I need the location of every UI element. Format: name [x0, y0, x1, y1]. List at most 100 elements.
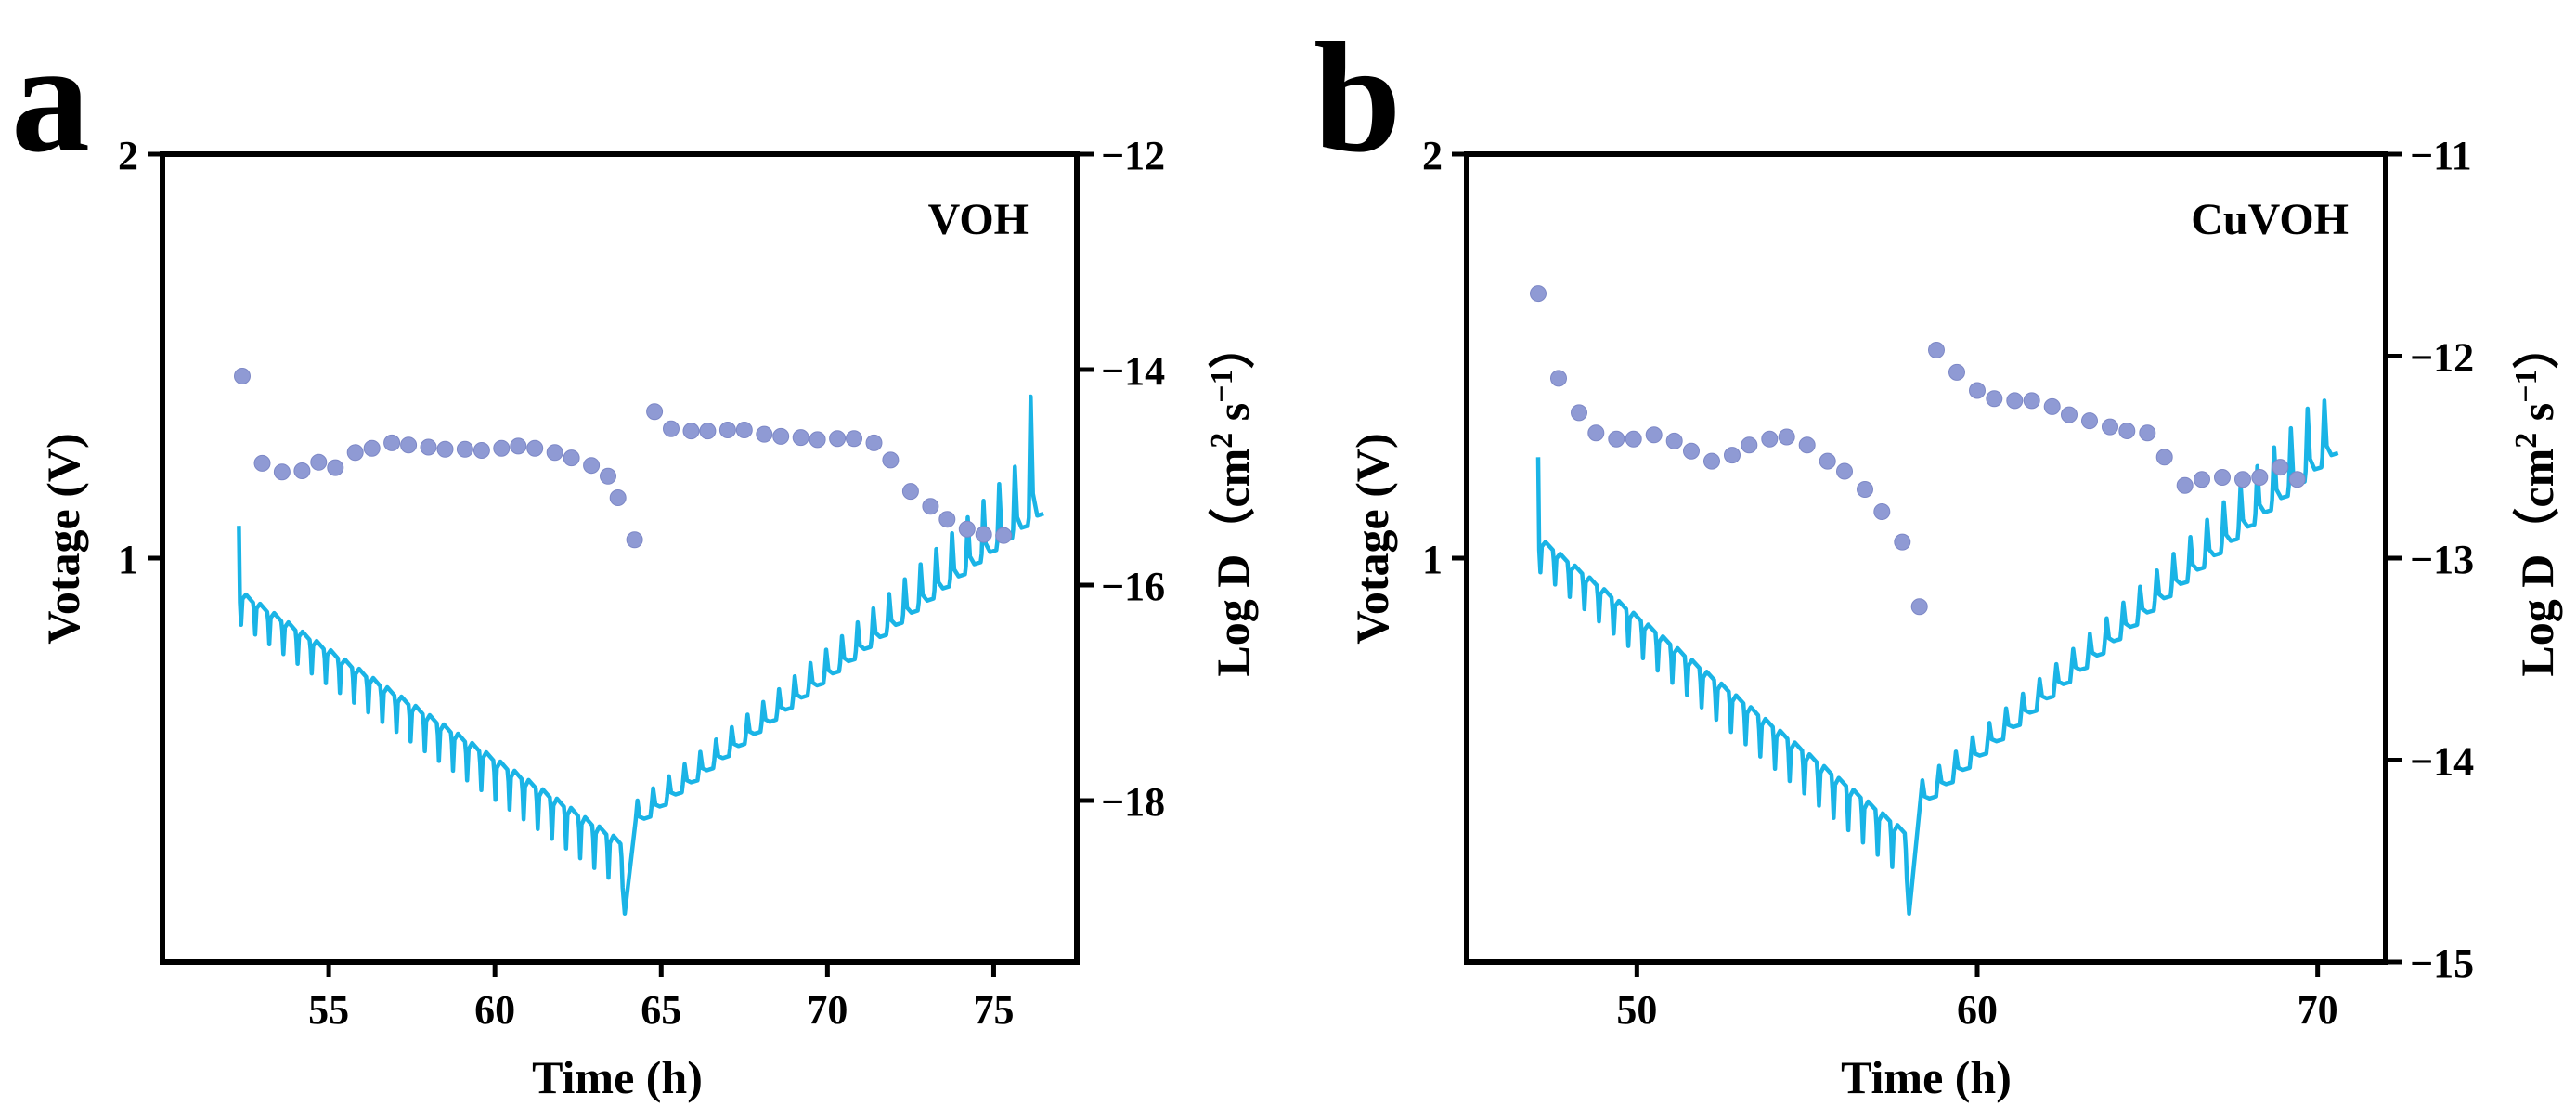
logd-point	[2288, 471, 2306, 488]
logd-point	[234, 368, 251, 384]
logd-point	[2023, 392, 2040, 410]
logd-point	[1928, 342, 1945, 358]
logd-point	[600, 467, 616, 485]
plot-frame	[1464, 151, 2388, 965]
logd-point	[2176, 476, 2194, 494]
logd-point	[2118, 423, 2136, 439]
logd-point	[2194, 471, 2210, 488]
x-tick-label: 70	[807, 987, 848, 1033]
logd-point	[792, 429, 809, 447]
logd-point	[626, 531, 643, 549]
logd-point	[1571, 404, 1587, 422]
logd-point	[1857, 481, 1873, 498]
x-axis-title: Time (h)	[532, 1051, 703, 1103]
logd-point	[1948, 363, 1965, 381]
logd-point	[1836, 462, 1853, 480]
panel-letter-a: a	[11, 10, 90, 185]
series-label-voh: VOH	[928, 195, 1029, 244]
logd-point	[699, 423, 717, 440]
logd-point	[718, 422, 736, 438]
logd-point	[293, 462, 311, 479]
x-tick-label: 50	[1616, 987, 1657, 1033]
x-tick-label: 65	[641, 987, 681, 1033]
logd-point	[436, 440, 454, 458]
series-label-cuvoh: CuVOH	[2191, 195, 2349, 244]
logd-point	[1665, 432, 1683, 449]
logd-point	[1683, 442, 1700, 460]
logd-point	[2006, 392, 2024, 410]
logd-point	[1625, 430, 1642, 448]
logd-point	[2272, 459, 2289, 476]
logd-point	[1819, 452, 1836, 470]
logd-point	[663, 420, 680, 437]
x-tick-label: 75	[973, 987, 1014, 1033]
logd-point	[456, 440, 473, 458]
logd-point	[829, 430, 847, 448]
logd-point	[2061, 406, 2078, 423]
logd-point	[901, 483, 919, 501]
x-tick-label: 55	[308, 987, 349, 1033]
logd-point	[756, 425, 773, 443]
logd-point	[253, 454, 271, 472]
logd-point	[609, 489, 627, 506]
logd-point	[1608, 430, 1625, 448]
y-tick-label-right: −18	[1101, 779, 1165, 825]
y-axis-title-left: Votage (V)	[37, 433, 89, 644]
logd-point	[1587, 424, 1605, 442]
y-tick-label-right: −12	[1101, 133, 1165, 178]
logd-point	[1761, 430, 1779, 448]
logd-point	[958, 520, 976, 538]
y-axis-title-left: Votage (V)	[1346, 433, 1398, 644]
voltage-series-line	[237, 394, 1044, 917]
logd-point	[922, 498, 939, 515]
logd-point	[2102, 418, 2118, 436]
panel-letter-b: b	[1314, 10, 1402, 185]
y-tick-label-right: −15	[2410, 941, 2474, 986]
logd-point	[1741, 436, 1758, 454]
logd-point	[2043, 397, 2061, 415]
y-tick-label-left: 2	[1422, 133, 1443, 178]
logd-point	[1910, 598, 1928, 616]
x-axis-title: Time (h)	[1841, 1051, 2012, 1103]
y-tick-label-left: 2	[118, 133, 138, 178]
logd-point	[882, 451, 900, 469]
logd-point	[563, 449, 580, 467]
x-tick-label: 60	[1957, 987, 1998, 1033]
y-tick-label-left: 1	[1422, 537, 1443, 582]
logd-point	[310, 453, 328, 471]
y-tick-label-right: −13	[2410, 537, 2474, 582]
logd-point	[1530, 285, 1547, 303]
logd-point	[400, 436, 418, 454]
logd-point	[327, 459, 344, 476]
panel-b: b CuVOH Time (h) Votage (V) Log D（cm2 s−…	[1314, 10, 2563, 1103]
logd-point	[1798, 436, 1816, 454]
logd-point	[1703, 452, 1720, 470]
logd-point	[809, 431, 826, 449]
logd-point	[772, 427, 790, 445]
logd-point	[273, 463, 291, 481]
logd-point	[646, 403, 664, 421]
logd-point	[1778, 428, 1795, 446]
logd-point	[420, 438, 437, 456]
y-axis-title-right: Log D（cm2 s−1）	[1205, 322, 1259, 676]
logd-point	[1550, 370, 1567, 387]
x-tick-label: 70	[2298, 987, 2338, 1033]
x-tick-label: 60	[474, 987, 515, 1033]
logd-point	[2155, 449, 2173, 466]
y-tick-label-right: −14	[1101, 348, 1165, 394]
logd-point	[2214, 469, 2231, 486]
y-tick-label-right: −16	[1101, 564, 1165, 609]
voltage-series-line	[1535, 398, 2339, 917]
logd-point	[1969, 382, 1986, 399]
logd-point	[682, 423, 700, 440]
logd-point	[2081, 412, 2098, 430]
logd-point	[472, 442, 490, 459]
y-tick-label-right: −11	[2410, 133, 2472, 178]
logd-point	[383, 434, 401, 451]
panel-a: a VOH Time (h) Votage (V) Log D（cm2 s−1）…	[11, 10, 1259, 1103]
logd-point	[1873, 503, 1891, 520]
y-axis-title-right: Log D（cm2 s−1）	[2509, 322, 2563, 676]
logd-point	[975, 526, 992, 543]
y-tick-label-right: −12	[2410, 335, 2474, 381]
